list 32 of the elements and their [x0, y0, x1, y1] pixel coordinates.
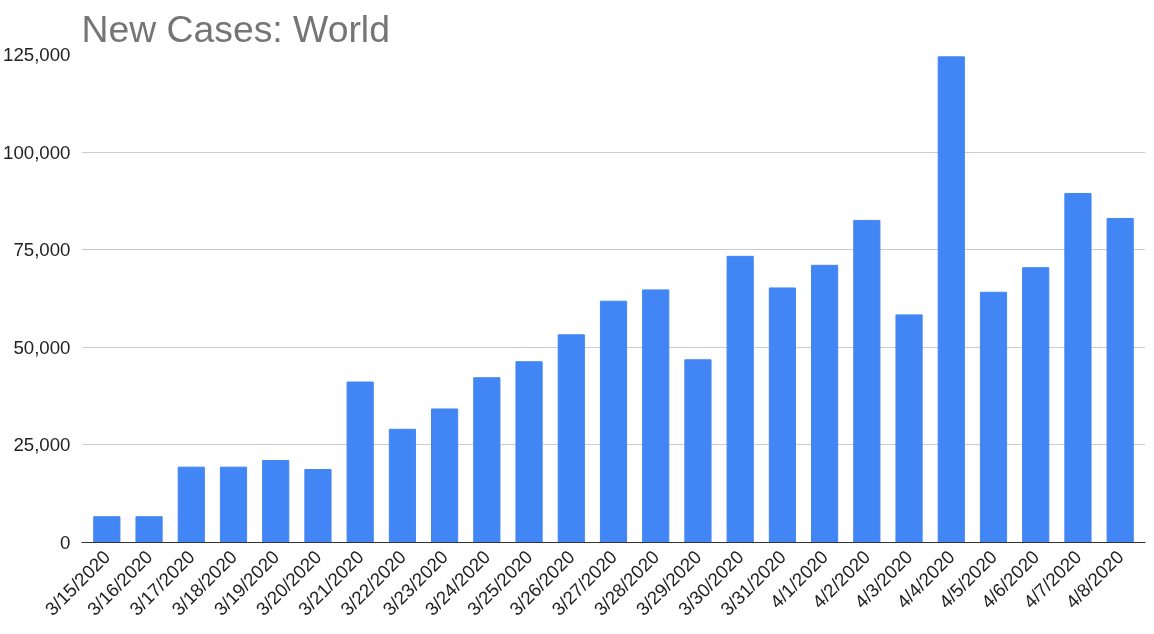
bar	[93, 516, 121, 543]
bar	[1106, 217, 1134, 543]
bar	[304, 469, 332, 543]
y-tick-label: 0	[60, 532, 71, 553]
bar	[515, 361, 543, 543]
bar	[388, 428, 416, 543]
bar	[599, 300, 628, 543]
bar	[937, 56, 965, 543]
y-tick-label: 125,000	[3, 44, 71, 65]
bar	[768, 287, 796, 543]
bar	[1022, 267, 1050, 543]
bar	[177, 466, 205, 543]
y-tick-label: 75,000	[13, 239, 71, 261]
bar	[557, 334, 585, 543]
bar	[262, 460, 290, 543]
bar	[473, 377, 501, 543]
y-tick-label: 50,000	[13, 336, 71, 358]
bar	[895, 314, 923, 543]
bar	[979, 291, 1008, 543]
bar	[1064, 192, 1092, 543]
bar	[135, 516, 163, 543]
bar	[219, 466, 248, 543]
bar	[853, 219, 881, 543]
bar	[346, 381, 374, 543]
bar	[684, 359, 712, 543]
bar	[811, 264, 839, 543]
bar	[431, 408, 459, 543]
chart-title: New Cases: World	[81, 7, 390, 50]
bar	[726, 255, 754, 543]
bar	[642, 289, 670, 543]
y-tick-label: 25,000	[13, 434, 71, 456]
y-tick-label: 100,000	[3, 141, 71, 163]
